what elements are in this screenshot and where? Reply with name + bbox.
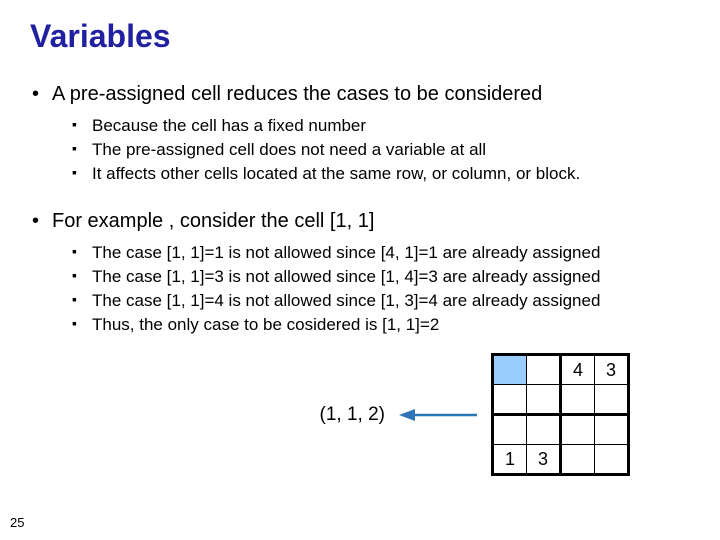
section-1-item: The pre-assigned cell does not need a va…: [92, 140, 690, 160]
grid-cell: [595, 415, 629, 445]
grid-cell: [493, 385, 527, 415]
grid-cell: 4: [561, 355, 595, 385]
grid-cell: [527, 355, 561, 385]
section-2-item: The case [1, 1]=3 is not allowed since […: [92, 267, 690, 287]
grid-cell: [561, 415, 595, 445]
grid-cell: [527, 415, 561, 445]
grid-cell: 1: [493, 445, 527, 475]
section-2-item: The case [1, 1]=4 is not allowed since […: [92, 291, 690, 311]
grid-cell: [595, 445, 629, 475]
section-2-heading: For example , consider the cell [1, 1]: [52, 210, 690, 233]
grid-cell: [493, 415, 527, 445]
section-1-item: It affects other cells located at the sa…: [92, 164, 690, 184]
sudoku-grid: 4 3 1 3: [491, 353, 630, 476]
section-1-item: Because the cell has a fixed number: [92, 116, 690, 136]
grid-cell: [493, 355, 527, 385]
section-2: For example , consider the cell [1, 1] T…: [30, 210, 690, 335]
page-number: 25: [10, 515, 24, 530]
grid-cell: [527, 385, 561, 415]
tuple-label: (1, 1, 2): [320, 404, 385, 426]
arrow-icon: [399, 407, 477, 423]
diagram: (1, 1, 2) 4 3 1 3: [30, 353, 690, 476]
grid-cell: [595, 385, 629, 415]
grid-cell: [561, 445, 595, 475]
grid-cell: 3: [595, 355, 629, 385]
slide-title: Variables: [30, 18, 690, 55]
section-2-item: The case [1, 1]=1 is not allowed since […: [92, 243, 690, 263]
grid-cell: 3: [527, 445, 561, 475]
grid-cell: [561, 385, 595, 415]
section-1-heading: A pre-assigned cell reduces the cases to…: [52, 83, 690, 106]
section-2-item: Thus, the only case to be cosidered is […: [92, 315, 690, 335]
section-1: A pre-assigned cell reduces the cases to…: [30, 83, 690, 184]
